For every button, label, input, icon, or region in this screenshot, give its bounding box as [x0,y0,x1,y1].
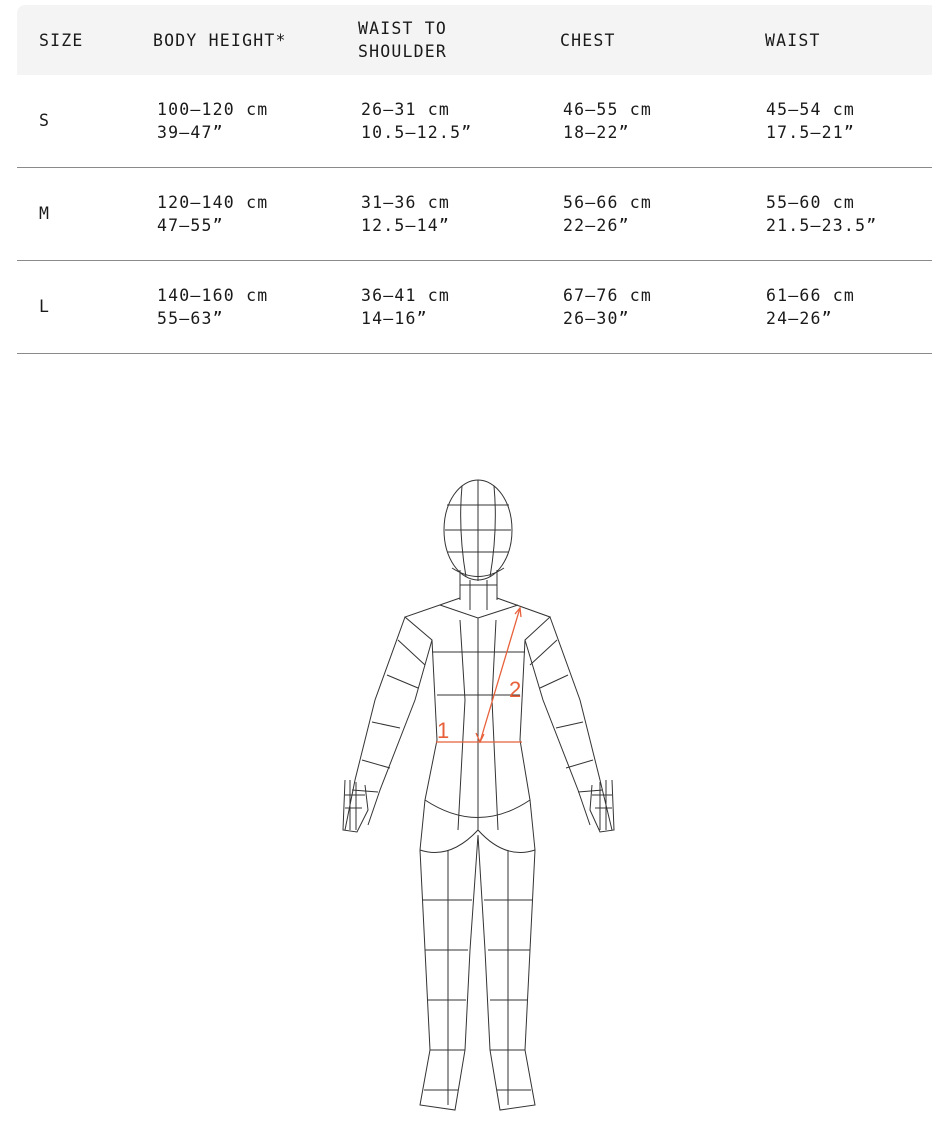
left-leg [419,834,479,1111]
waist-to-shoulder-arrow [479,607,521,743]
header-waist: WAIST [765,31,821,50]
chest-cell: 46–55 cm 18–22” [563,100,653,142]
table-header: SIZE BODY HEIGHT* WAIST TO SHOULDER CHES… [17,5,932,75]
right-arm [524,616,613,831]
header-waist-to-shoulder: WAIST TO SHOULDER [358,19,448,61]
table-row: L 140–160 cm 55–63” 36–41 cm 14–16” 67–7… [17,261,932,354]
waist-to-shoulder-cell: 31–36 cm 12.5–14” [361,193,451,235]
measurement-guides: 1 2 [436,606,522,744]
waist-to-shoulder-cell: 26–31 cm 10.5–12.5” [361,100,473,142]
chest-cell: 56–66 cm 22–26” [563,193,653,235]
table-row: M 120–140 cm 47–55” 31–36 cm 12.5–14” 56… [17,168,932,261]
size-cell: M [39,204,51,223]
left-arm [344,616,433,831]
right-hand [589,779,615,833]
arrowhead-icon [475,606,522,744]
header-body-height: BODY HEIGHT* [153,31,287,50]
measure-label-2: 2 [509,677,521,702]
header-chest: CHEST [560,31,616,50]
waist-cell: 55–60 cm 21.5–23.5” [766,193,878,235]
right-leg [477,834,536,1111]
left-hand [342,779,369,833]
waist-to-shoulder-cell: 36–41 cm 14–16” [361,286,451,328]
size-cell: L [39,297,51,316]
size-cell: S [39,111,51,130]
table-row: S 100–120 cm 39–47” 26–31 cm 10.5–12.5” … [17,75,932,168]
size-chart-table: SIZE BODY HEIGHT* WAIST TO SHOULDER CHES… [17,5,932,354]
chest-cell: 67–76 cm 26–30” [563,286,653,328]
head-mesh [445,480,511,581]
body-height-cell: 100–120 cm 39–47” [157,100,269,142]
waist-cell: 45–54 cm 17.5–21” [766,100,856,142]
header-size: SIZE [39,31,84,50]
neck [459,570,498,610]
measure-label-1: 1 [437,718,449,743]
mannequin-wireframe [342,479,615,1111]
waist-cell: 61–66 cm 24–26” [766,286,856,328]
body-height-cell: 140–160 cm 55–63” [157,286,269,328]
body-height-cell: 120–140 cm 47–55” [157,193,269,235]
